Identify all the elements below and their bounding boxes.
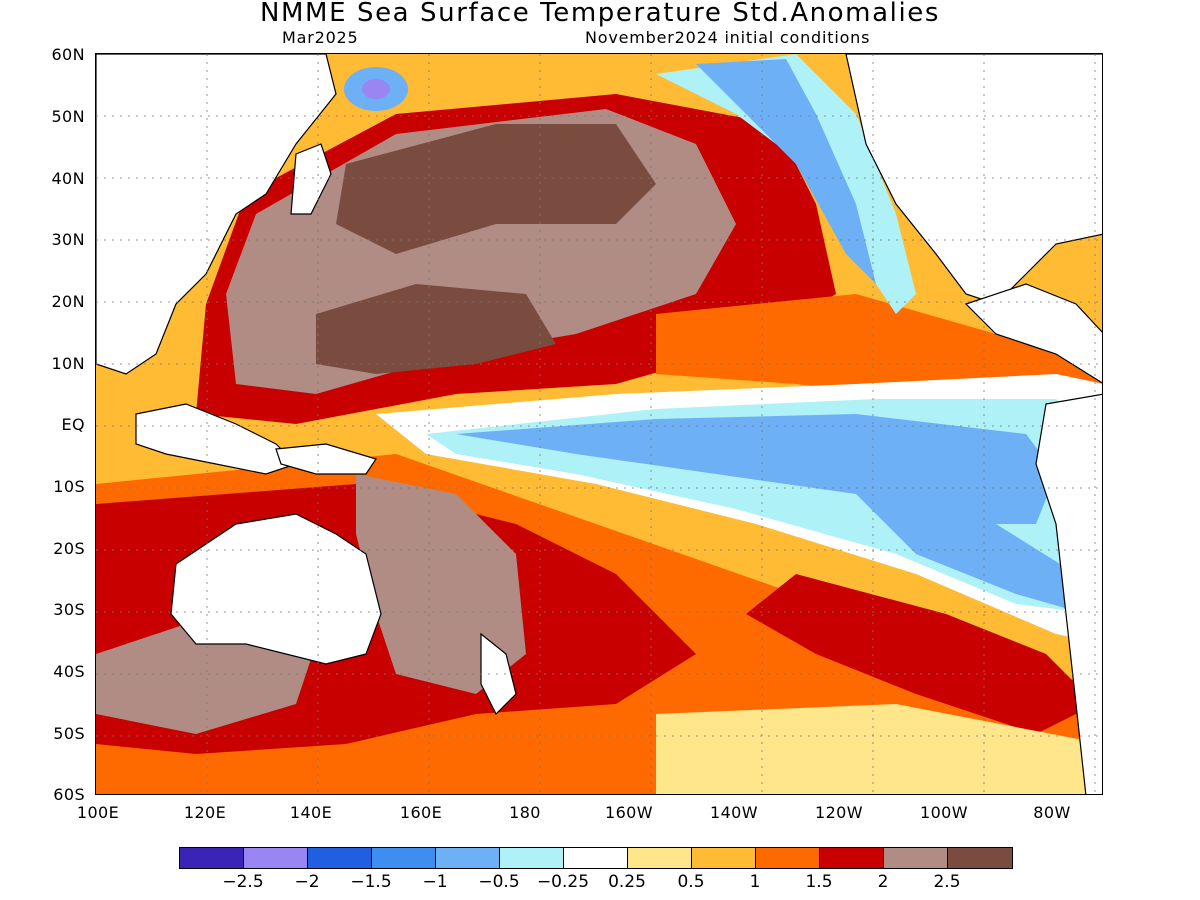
lon-label: 100W (920, 803, 968, 822)
alaska-coastal-cold (656, 54, 916, 314)
cold-tongue-southeast-blue (856, 494, 1086, 614)
lat-label: 40N (51, 169, 85, 188)
colorbar-tick-label: 0.25 (608, 872, 646, 892)
lon-label: 160W (605, 803, 653, 822)
lon-label: 120E (183, 803, 227, 822)
central-america-land (964, 283, 1102, 384)
forecast-month-label: Mar2025 (282, 28, 359, 47)
lat-label: 20N (51, 292, 85, 311)
lon-label: 140E (289, 803, 333, 822)
colorbar-swatch (500, 848, 564, 868)
colorbar-swatch (436, 848, 500, 868)
chart-title: NMME Sea Surface Temperature Std.Anomali… (259, 0, 941, 28)
new-zealand-land (480, 632, 517, 716)
lat-label: 30S (53, 600, 85, 619)
colorbar-swatch (756, 848, 820, 868)
lat-label: 10N (51, 354, 85, 373)
lat-label: 60N (51, 45, 85, 64)
colorbar-swatch (884, 848, 948, 868)
lon-label: 120W (815, 803, 863, 822)
colorbar-swatch (308, 848, 372, 868)
colorbar-tick-label: 2 (877, 872, 889, 892)
map-frame (95, 53, 1103, 795)
subtropical-dark-brown (316, 284, 556, 374)
southern-red-arc (746, 574, 1096, 734)
colorbar-tick-label: 0.5 (677, 872, 705, 892)
colorbar-swatch (564, 848, 628, 868)
lat-label: 50N (51, 107, 85, 126)
colorbar-swatch (628, 848, 692, 868)
lon-label: 180 (509, 803, 541, 822)
south-america-land (1035, 393, 1102, 794)
colorbar-tick-label: −2.5 (222, 872, 264, 892)
colorbar-swatch (180, 848, 244, 868)
colorbar-tick-label: 2.5 (933, 872, 961, 892)
colorbar (179, 847, 1013, 869)
lat-label: 60S (53, 785, 85, 804)
lat-label: EQ (61, 415, 85, 434)
initial-conditions-label: November2024 initial conditions (585, 28, 871, 47)
australia-land (170, 513, 382, 665)
lat-label: 40S (53, 662, 85, 681)
asia-land (96, 54, 337, 375)
okhotsk-cold-core (362, 79, 390, 99)
colorbar-tick-label: −0.5 (478, 872, 520, 892)
colorbar-swatch (372, 848, 436, 868)
lon-label: 80W (1033, 803, 1071, 822)
graticule (96, 54, 1102, 794)
lat-label: 30N (51, 230, 85, 249)
colorbar-swatch (244, 848, 308, 868)
japan-land (290, 143, 332, 215)
cold-tongue-mid-blue (456, 414, 1056, 524)
lat-label: 10S (53, 477, 85, 496)
lon-label: 140W (710, 803, 758, 822)
maritime-continent-land (135, 403, 298, 475)
colorbar-tick-label: 1.5 (805, 872, 833, 892)
colorbar-swatch (948, 848, 1012, 868)
new-guinea-land (275, 443, 377, 475)
colorbar-swatch (820, 848, 884, 868)
lat-label: 50S (53, 724, 85, 743)
colorbar-tick-label: −2 (294, 872, 320, 892)
colorbar-swatch (692, 848, 756, 868)
alaska-coastal-blue (696, 59, 876, 284)
colorbar-tick-label: −0.25 (536, 872, 590, 892)
sst-anomaly-map (96, 54, 1102, 794)
north-pacific-dark-brown (336, 124, 656, 254)
colorbar-tick-label: −1 (422, 872, 448, 892)
lat-label: 20S (53, 539, 85, 558)
colorbar-tick-label: −1.5 (350, 872, 392, 892)
far-south-yellow (656, 704, 1102, 794)
lon-label: 100E (76, 803, 120, 822)
lon-label: 160E (399, 803, 443, 822)
colorbar-tick-label: 1 (749, 872, 761, 892)
east-pacific-orange (656, 294, 1102, 404)
